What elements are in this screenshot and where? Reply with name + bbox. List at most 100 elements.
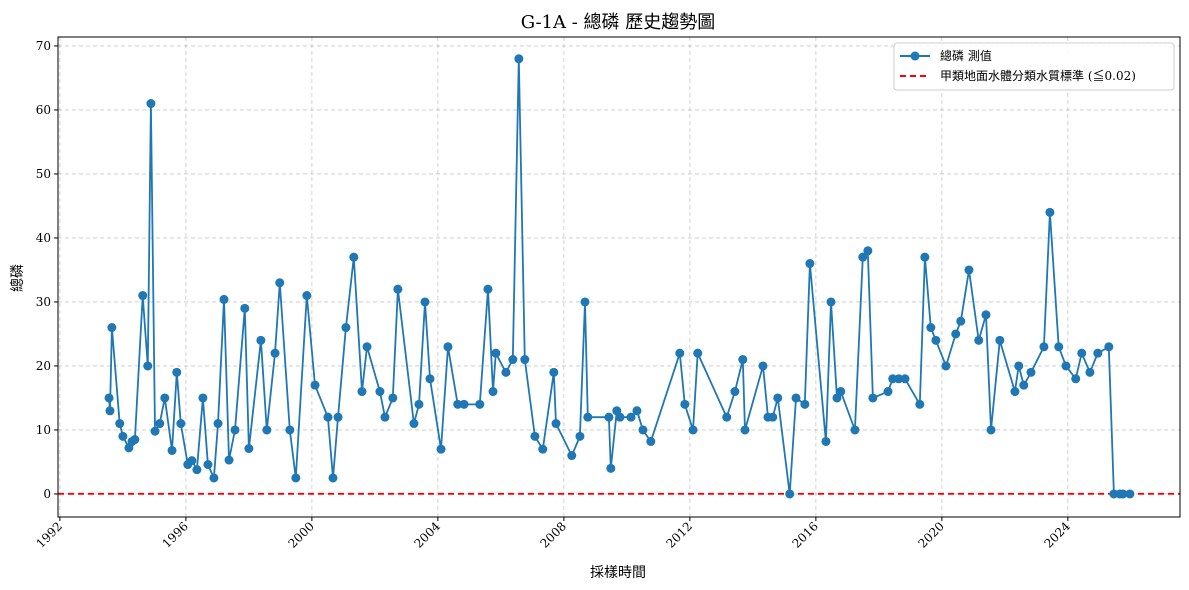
data-point: [722, 412, 732, 422]
data-point: [155, 419, 165, 429]
legend-label-measurement: 總磷 測值: [940, 48, 992, 63]
data-point: [270, 348, 280, 358]
data-point: [915, 399, 925, 409]
data-point: [615, 412, 625, 422]
data-point: [1010, 387, 1020, 397]
data-point: [551, 419, 561, 429]
data-point: [1054, 342, 1064, 352]
x-tick-label: 2020: [915, 519, 946, 550]
data-point: [213, 419, 223, 429]
data-point: [805, 259, 815, 269]
data-point: [941, 361, 951, 371]
data-point: [800, 399, 810, 409]
data-point: [115, 419, 125, 429]
x-tick-label: 1996: [160, 519, 191, 550]
legend-box: [893, 42, 1175, 91]
data-point: [580, 297, 590, 307]
x-tick-label: 2016: [789, 519, 820, 550]
data-point: [244, 444, 254, 454]
data-point: [758, 361, 768, 371]
data-point: [730, 387, 740, 397]
data-point: [956, 316, 966, 326]
data-point: [567, 451, 577, 461]
data-point: [1026, 367, 1036, 377]
y-tick-label: 50: [36, 167, 51, 181]
data-point: [341, 323, 351, 333]
data-point: [1071, 374, 1081, 384]
x-tick-label: 2012: [663, 519, 694, 550]
y-axis: 0 10 20 30 40 50 60 70: [36, 39, 58, 501]
data-point: [768, 412, 778, 422]
data-point: [1045, 207, 1055, 217]
data-point: [488, 387, 498, 397]
data-point: [894, 374, 904, 384]
data-point: [1077, 348, 1087, 358]
data-point: [1019, 380, 1029, 390]
data-point: [291, 473, 301, 483]
data-point: [275, 278, 285, 288]
data-point: [436, 444, 446, 454]
data-point: [791, 393, 801, 403]
x-tick-label: 2024: [1041, 519, 1073, 551]
y-axis-label: 總磷: [9, 264, 26, 292]
legend: 總磷 測值 甲類地面水體分類水質標準 (≦0.02): [893, 42, 1175, 91]
data-point: [508, 355, 518, 365]
plot-frame: [57, 36, 1181, 518]
data-point: [900, 374, 910, 384]
x-tick-label: 2008: [537, 519, 568, 550]
data-point: [773, 393, 783, 403]
data-point: [105, 406, 115, 416]
data-point: [604, 412, 614, 422]
data-point: [680, 399, 690, 409]
data-point: [626, 412, 636, 422]
data-point: [443, 342, 453, 352]
data-point: [501, 367, 511, 377]
data-point: [192, 465, 202, 475]
data-point: [858, 252, 868, 262]
data-point: [646, 436, 656, 446]
data-point: [104, 393, 114, 403]
measurement-line: [108, 58, 1130, 495]
data-point: [357, 387, 367, 397]
data-point: [850, 425, 860, 435]
data-point: [883, 387, 893, 397]
data-point: [146, 99, 156, 109]
data-point: [951, 329, 961, 339]
data-point: [176, 419, 186, 429]
data-point: [821, 436, 831, 446]
data-point: [328, 473, 338, 483]
data-point: [198, 393, 208, 403]
legend-marker-dot: [910, 51, 920, 61]
chart-title: G-1A - 總磷 歷史趨勢圖: [521, 12, 716, 33]
data-point: [1014, 361, 1024, 371]
x-tick-label: 2004: [412, 519, 444, 551]
data-point: [538, 444, 548, 454]
data-point: [425, 374, 435, 384]
data-point: [240, 303, 250, 313]
data-point: [638, 425, 648, 435]
data-point: [414, 399, 424, 409]
data-point: [583, 412, 593, 422]
y-tick-label: 60: [36, 103, 51, 117]
data-point: [688, 425, 698, 435]
data-point: [187, 456, 197, 466]
data-point: [256, 335, 266, 345]
data-point: [349, 252, 359, 262]
data-point: [262, 425, 272, 435]
data-point: [931, 335, 941, 345]
data-point: [863, 246, 873, 256]
x-axis: 1992 1996 2000 2004 2008 2012 2016 2020 2024: [34, 517, 1073, 551]
data-point: [118, 431, 128, 441]
data-point: [224, 455, 234, 465]
data-point: [1039, 342, 1049, 352]
data-point: [393, 284, 403, 294]
data-point: [302, 291, 312, 301]
data-point: [738, 355, 748, 365]
data-point: [986, 425, 996, 435]
data-point: [868, 393, 878, 403]
data-point: [138, 291, 148, 301]
data-point: [530, 431, 540, 441]
y-tick-label: 0: [43, 487, 51, 501]
data-point: [375, 387, 385, 397]
